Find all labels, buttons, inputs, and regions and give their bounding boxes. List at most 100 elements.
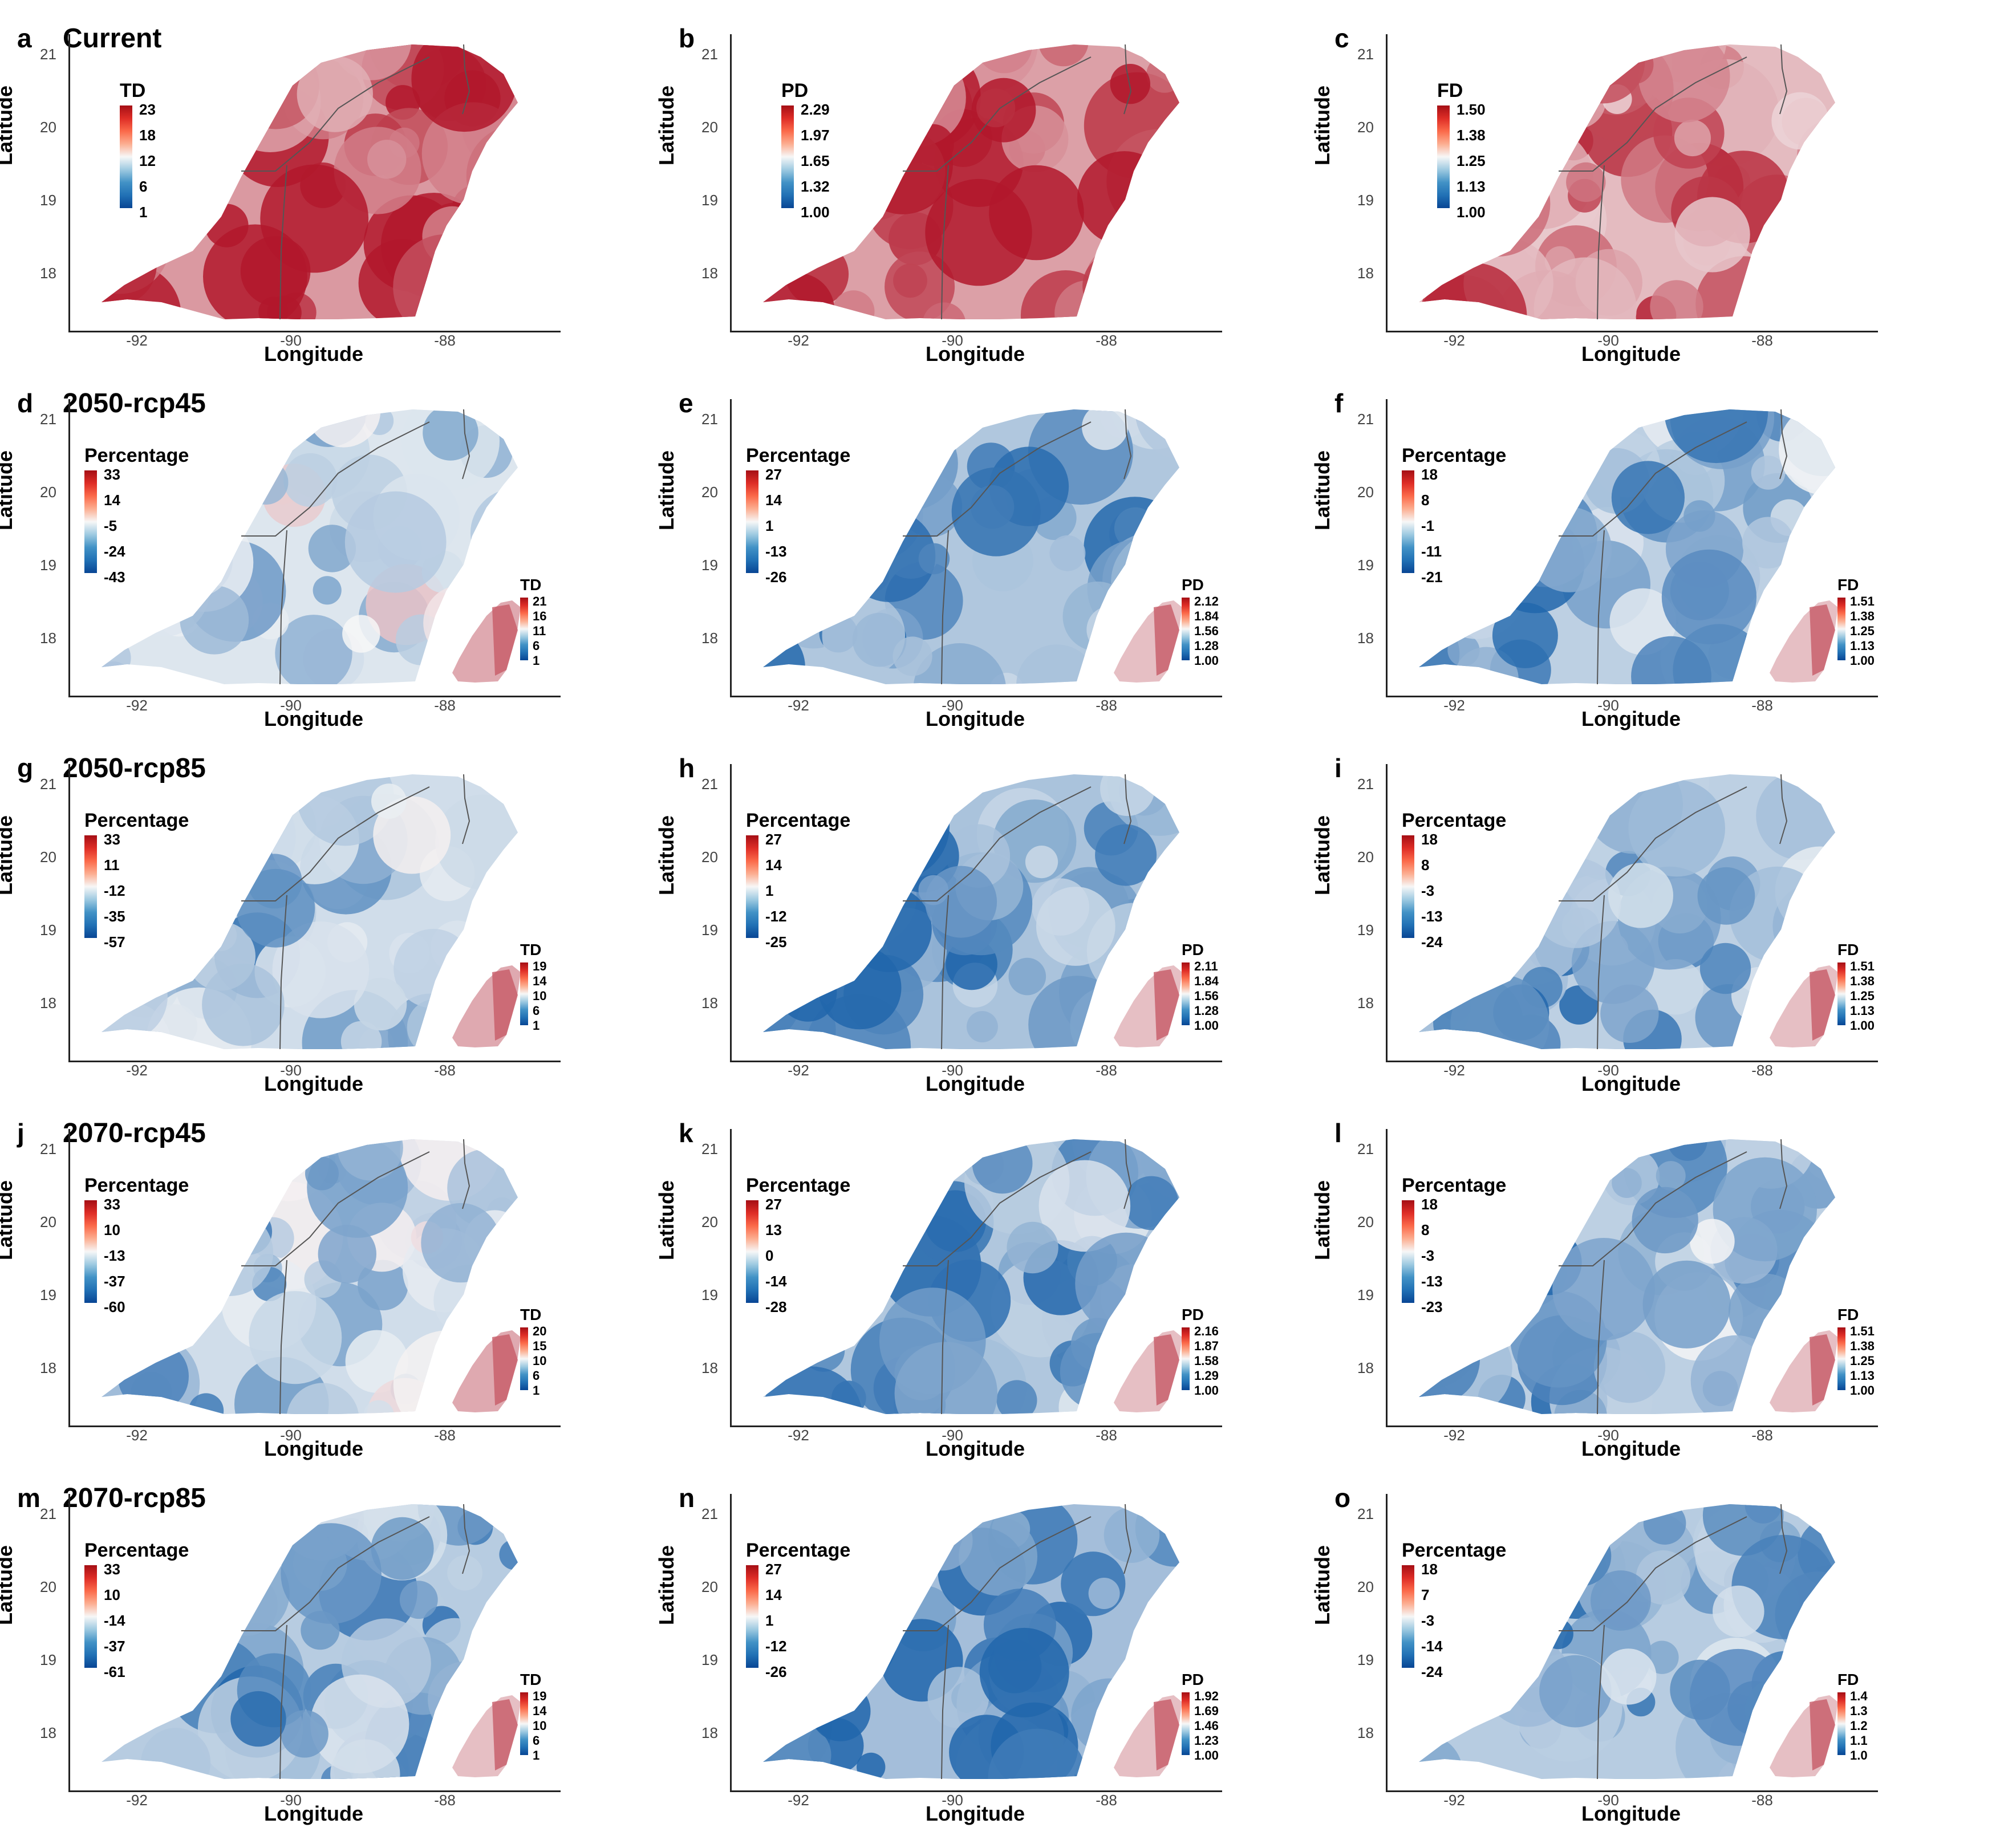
raster-patch (318, 1225, 376, 1284)
x-axis-label: Longitude (1581, 1437, 1681, 1460)
legend-label: 1.32 (801, 178, 830, 195)
state-boundary (941, 895, 949, 1050)
state-boundary (941, 165, 949, 320)
raster-patch (1132, 137, 1179, 239)
inset-legend-title: FD (1837, 576, 1859, 594)
legend-colorbar (781, 105, 794, 208)
inset-legend-colorbar (520, 1327, 528, 1390)
legend-colorbar (746, 835, 758, 938)
map-svg (102, 44, 518, 320)
y-tick-label: 20 (701, 1213, 718, 1230)
legend-label: -61 (104, 1663, 125, 1680)
state-boundary (941, 1624, 949, 1780)
raster-patch (1075, 1232, 1177, 1335)
inset-legend-label: 1.69 (1194, 1704, 1219, 1718)
legend-label: 7 (1421, 1586, 1430, 1603)
raster-patch (1552, 1238, 1655, 1341)
raster-patch (371, 1517, 434, 1580)
legend-label: 1 (765, 1612, 774, 1629)
raster-patch (237, 446, 273, 482)
inset-legend-colorbar (1837, 962, 1845, 1025)
x-tick-label: -90 (1597, 1792, 1619, 1809)
y-tick-label: 21 (701, 1505, 718, 1522)
legend-label: -23 (1421, 1298, 1443, 1315)
legend-label: -14 (765, 1273, 787, 1290)
raster-patch (1739, 297, 1768, 319)
y-axis-label: Latitude (655, 86, 678, 165)
inset-legend: FD 1.51 1.38 1.25 1.13 1.00 (1837, 941, 1875, 1033)
raster-patch (879, 774, 963, 815)
raster-patch (922, 302, 966, 319)
raster-patch (214, 802, 265, 852)
raster-patch (499, 1539, 518, 1570)
legend-label: -13 (1421, 1273, 1443, 1290)
legend-label: 1 (139, 204, 148, 221)
raster-patch (102, 952, 168, 1041)
y-tick-label: 18 (40, 994, 56, 1012)
raster-patch (1742, 517, 1794, 569)
legend-label: 0 (765, 1247, 774, 1264)
state-boundary (1559, 421, 1747, 537)
y-tick-label: 18 (1357, 1359, 1374, 1376)
raster-patch (494, 1580, 518, 1627)
inset-legend-label: 6 (533, 1004, 540, 1018)
raster-patch (308, 525, 356, 572)
state-boundary (1559, 786, 1747, 901)
legend-label: 14 (765, 492, 782, 509)
x-tick-label: -92 (126, 1792, 148, 1809)
legend-body: 18 8 -1 -11 -21 (1402, 466, 1506, 586)
map-panel-b: b Latitude 21 20 19 18 -92 -90 -88 Longitude PD 2.2… (655, 23, 1232, 365)
legend-colorbar (84, 835, 97, 938)
raster-patch (1674, 197, 1750, 273)
raster-patch (1769, 218, 1835, 294)
raster-patch (1500, 1139, 1588, 1220)
map-panel-f: f Latitude 21 20 19 18 -92 -90 -88 Longitude Perce… (1311, 388, 1888, 730)
inset-legend-title: PD (1182, 1671, 1204, 1688)
inset-legend-label: 2.11 (1194, 959, 1218, 973)
raster-patch (160, 44, 233, 99)
raster-patch (1628, 779, 1725, 877)
x-tick-label: -88 (1751, 1792, 1773, 1809)
panel-title: 2050-rcp85 (63, 753, 206, 783)
raster-patch (1514, 852, 1564, 902)
raster-patch (894, 1342, 997, 1414)
color-legend: Percentage 27 14 1 -12 -25 (746, 810, 850, 951)
raster-patch (859, 1167, 902, 1209)
state-boundary (1597, 895, 1605, 1050)
raster-patch (810, 1681, 871, 1741)
inset-legend-title: FD (1837, 1306, 1859, 1323)
inset-legend-label: 1.29 (1194, 1368, 1219, 1383)
inset-legend-label: 14 (533, 1704, 547, 1718)
y-tick-label: 19 (701, 192, 718, 209)
x-tick-label: -90 (1597, 697, 1619, 714)
legend-label: 8 (1421, 492, 1430, 509)
raster-patch (785, 1504, 832, 1535)
map-svg (1419, 44, 1835, 320)
x-tick-label: -92 (1443, 1427, 1465, 1444)
raster-patch (371, 783, 407, 819)
state-boundary (1597, 1624, 1605, 1780)
raster-patch (1134, 217, 1179, 265)
inset-legend-label: 1.25 (1850, 624, 1875, 638)
legend-label: 6 (139, 178, 148, 195)
raster-patch (1124, 1176, 1179, 1230)
state-boundary (462, 774, 470, 844)
state-boundary (1559, 56, 1747, 172)
x-tick-label: -92 (1443, 697, 1465, 714)
x-tick-label: -90 (280, 1792, 302, 1809)
raster-patch (1582, 413, 1615, 446)
inset-legend-body: 2.12 1.84 1.56 1.28 1.00 (1182, 594, 1219, 668)
color-legend: Percentage 27 14 1 -12 -26 (746, 1540, 850, 1680)
legend-label: -13 (765, 543, 787, 560)
y-tick-label: 19 (40, 192, 56, 209)
raster-patch (1699, 943, 1751, 994)
raster-patch (1526, 427, 1598, 498)
map-plot-area (68, 1494, 561, 1792)
raster-patch (399, 1581, 438, 1619)
raster-patch (449, 199, 518, 275)
y-axis-label: Latitude (655, 815, 678, 895)
map-svg (1419, 774, 1838, 1050)
raster-patch (305, 1156, 339, 1191)
raster-patch (344, 491, 447, 593)
inset-legend-label: 1.13 (1850, 1368, 1875, 1383)
